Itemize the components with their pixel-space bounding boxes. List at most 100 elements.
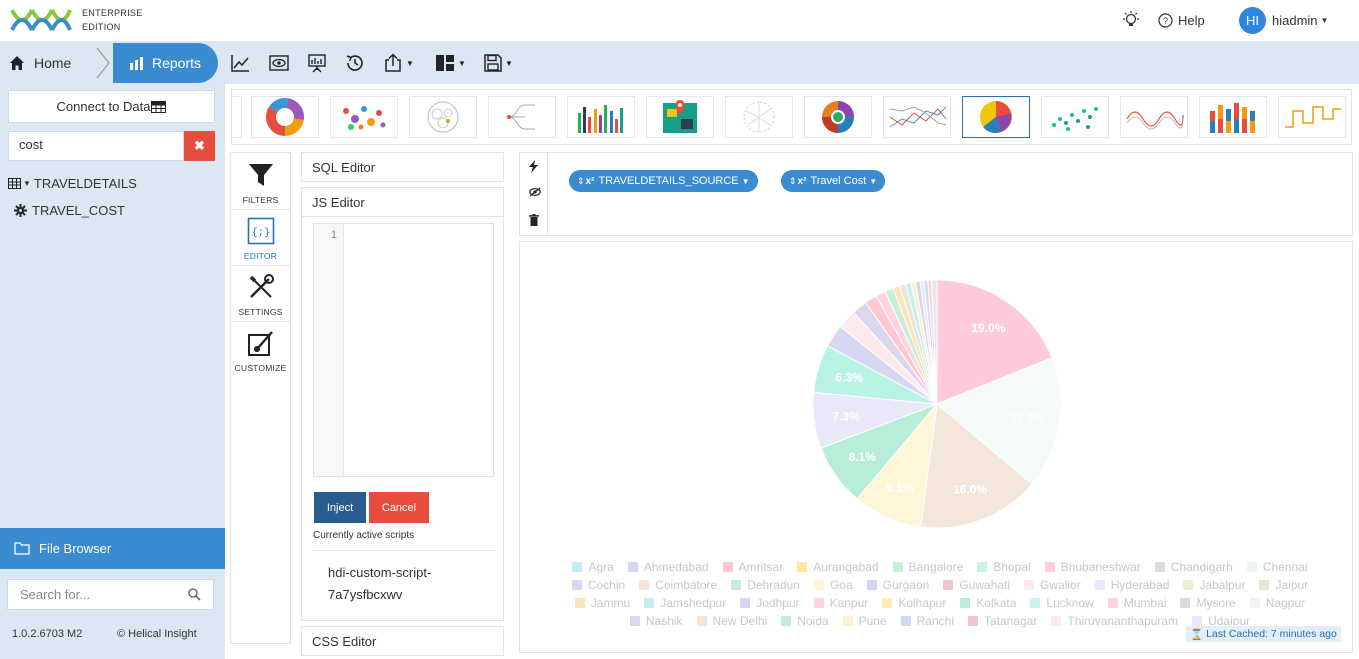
sql-editor-header[interactable]: SQL Editor [301, 152, 504, 182]
legend-item[interactable]: Chandigarh [1154, 558, 1233, 576]
legend-item[interactable]: Thiruvananthapuram [1051, 612, 1178, 630]
fields-bar-actions [520, 153, 548, 235]
chart-type-map[interactable] [646, 96, 714, 138]
pie-slice-coimbatore[interactable] [920, 403, 1033, 529]
preview-icon[interactable] [269, 51, 289, 75]
tab-customize[interactable]: CUSTOMIZE [231, 321, 290, 377]
legend-item[interactable]: Jodhpur [740, 594, 800, 612]
pie-chart[interactable]: 19.0% 17.3% 16.0% 9.1% 8.1% 7.3% 6.3% [520, 242, 1354, 542]
inject-button[interactable]: Inject [314, 492, 366, 523]
chart-type-step[interactable] [1278, 96, 1346, 138]
legend-label: Guwahati [959, 578, 1011, 592]
legend-item[interactable]: Bhubaneshwar [1044, 558, 1141, 576]
legend-item[interactable]: Agra [572, 558, 614, 576]
legend-swatch [882, 598, 893, 608]
legend-item[interactable]: Cochin [571, 576, 625, 594]
legend-item[interactable]: Kolhapur [882, 594, 946, 612]
history-icon[interactable] [345, 51, 365, 75]
legend-item[interactable]: Amritsar [722, 558, 783, 576]
theme-toggle-icon[interactable] [1122, 6, 1140, 34]
tab-editor[interactable]: {;} EDITOR [231, 209, 290, 265]
chart-type-donut[interactable] [251, 96, 319, 138]
trash-icon[interactable] [529, 214, 539, 229]
legend-item[interactable]: Kanpur [813, 594, 868, 612]
line-chart-icon[interactable] [231, 51, 250, 75]
legend-label: Agra [588, 560, 614, 574]
legend-item[interactable]: Lucknow [1030, 594, 1094, 612]
legend-item[interactable]: Kolkata [960, 594, 1016, 612]
field-pill-source[interactable]: ⇕ x² TRAVELDETAILS_SOURCE ▼ [569, 170, 758, 192]
legend-swatch [797, 562, 808, 572]
lightning-icon[interactable] [529, 160, 538, 176]
legend-item[interactable]: Ahmedabad [627, 558, 709, 576]
file-search-input[interactable]: Search for... [7, 579, 214, 610]
legend-item[interactable]: Mumbai [1107, 594, 1166, 612]
legend-item[interactable]: Mysore [1180, 594, 1236, 612]
field-pill-travel-cost[interactable]: ⇕ x² Travel Cost ▼ [781, 170, 886, 192]
user-menu[interactable]: HI hiadmin ▼ [1239, 6, 1328, 34]
legend-item[interactable]: Jamshedpur [644, 594, 726, 612]
js-editor-header[interactable]: JS Editor [301, 187, 504, 217]
chart-type-stacked-bar[interactable] [1199, 96, 1267, 138]
css-editor-header[interactable]: CSS Editor [301, 626, 504, 656]
chart-type-pie[interactable] [962, 96, 1030, 138]
metadata-search-input[interactable]: cost [8, 131, 184, 161]
table-tree-item[interactable]: ▼ TRAVELDETAILS [8, 176, 137, 191]
legend-item[interactable]: Goa [813, 576, 853, 594]
nav-bar: Home Reports ▼ ▼ ▼ [0, 42, 1359, 84]
legend-item[interactable]: Nashik [629, 612, 683, 630]
legend-item[interactable]: Gwalior [1024, 576, 1081, 594]
home-breadcrumb[interactable]: Home [9, 42, 71, 84]
export-icon[interactable]: ▼ [383, 51, 414, 75]
legend-item[interactable]: Jabalpur [1183, 576, 1245, 594]
present-icon[interactable] [307, 51, 327, 75]
file-browser-button[interactable]: File Browser [0, 528, 225, 569]
legend-item[interactable]: Nagpur [1249, 594, 1305, 612]
chart-type-chord[interactable] [725, 96, 793, 138]
legend-item[interactable]: Gurgaon [866, 576, 929, 594]
active-scripts-label: Currently active scripts [313, 530, 415, 541]
active-script-item[interactable]: hdi-custom-script- 7a7ysfbcxwv [313, 550, 494, 614]
legend-item[interactable]: Ranchi [900, 612, 954, 630]
chart-type-sunburst[interactable] [804, 96, 872, 138]
legend-item[interactable]: New Delhi [696, 612, 767, 630]
legend-item[interactable]: Coimbatore [639, 576, 717, 594]
legend-item[interactable]: Bhopal [977, 558, 1031, 576]
reports-breadcrumb[interactable]: Reports [113, 43, 218, 83]
chart-type-bubble[interactable] [330, 96, 398, 138]
chart-type-tree[interactable] [488, 96, 556, 138]
legend-item[interactable]: Bangalore [892, 558, 963, 576]
chart-type-multi-line[interactable] [883, 96, 951, 138]
chart-type-bar[interactable] [567, 96, 635, 138]
legend-item[interactable]: Guwahati [943, 576, 1010, 594]
chart-type-scatter[interactable] [1041, 96, 1109, 138]
cancel-button[interactable]: Cancel [369, 492, 429, 523]
legend-item[interactable]: Hyderabad [1094, 576, 1169, 594]
field-tree-item[interactable]: TRAVEL_COST [14, 203, 125, 218]
connect-to-data-button[interactable]: Connect to Data [8, 90, 215, 123]
pie-slice-chennai[interactable] [936, 357, 1062, 485]
tab-filters[interactable]: FILTERS [231, 153, 290, 209]
pie-slice-nagpur[interactable] [936, 279, 1053, 405]
legend-item[interactable]: Aurangabad [797, 558, 879, 576]
legend-item[interactable]: Dehradun [731, 576, 800, 594]
legend-item[interactable]: Udaipur [1192, 612, 1250, 630]
layout-icon[interactable]: ▼ [435, 51, 466, 75]
save-icon[interactable]: ▼ [484, 51, 513, 75]
tab-settings[interactable]: SETTINGS [231, 265, 290, 321]
legend-item[interactable]: Chennai [1246, 558, 1308, 576]
chart-type-partial[interactable] [232, 96, 242, 138]
js-code-editor[interactable]: 1 [313, 223, 494, 477]
legend-item[interactable]: Jaipur [1259, 576, 1308, 594]
clear-search-button[interactable]: ✖ [184, 131, 215, 161]
legend-item[interactable]: Noida [781, 612, 829, 630]
chart-type-wave[interactable] [1120, 96, 1188, 138]
chart-type-circle-pack[interactable] [409, 96, 477, 138]
pie-slice-others[interactable] [931, 279, 938, 405]
legend-item[interactable]: Pune [842, 612, 887, 630]
legend-item[interactable]: Jammu [574, 594, 630, 612]
legend-item[interactable]: Tatanagar [967, 612, 1037, 630]
legend-swatch [629, 616, 640, 626]
help-link[interactable]: ? Help [1158, 6, 1205, 34]
hide-icon[interactable] [529, 187, 541, 200]
